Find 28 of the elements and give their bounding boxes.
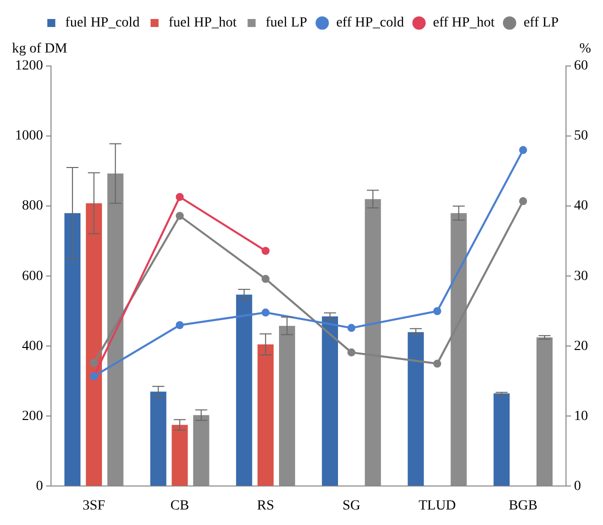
y-tick-label: 200	[22, 408, 43, 424]
x-tick-label: BGB	[508, 498, 538, 514]
y-tick-label: 800	[22, 198, 43, 214]
y2-tick-label: 60	[574, 58, 588, 74]
y2-tick-label: 50	[574, 128, 588, 144]
y-tick-label: 0	[36, 478, 43, 494]
x-tick-label: SG	[342, 498, 360, 514]
legend-label: fuel HP_cold	[65, 16, 140, 31]
y-tick-label: 1000	[15, 128, 43, 144]
legend-label: fuel HP_hot	[168, 16, 237, 31]
x-tick-label: RS	[257, 498, 274, 514]
legend-label: fuel LP	[266, 16, 308, 31]
legend-label: eff LP	[524, 16, 559, 31]
y-axis-title: kg of DM	[12, 42, 68, 57]
x-tick-label: CB	[170, 498, 190, 514]
y-tick-label: 600	[22, 268, 43, 284]
y2-tick-label: 0	[574, 478, 581, 494]
y2-tick-label: 30	[574, 268, 588, 284]
y2-tick-label: 40	[574, 198, 588, 214]
legend-label: eff HP_hot	[433, 16, 495, 31]
x-tick-label: TLUD	[418, 498, 456, 514]
y-tick-label: 1200	[15, 58, 43, 74]
y2-axis-title: %	[579, 42, 592, 57]
legend-label: eff HP_cold	[336, 16, 404, 31]
y2-tick-label: 10	[574, 408, 588, 424]
x-tick-label: 3SF	[82, 498, 106, 514]
y-tick-label: 400	[22, 338, 43, 354]
y2-tick-label: 20	[574, 338, 588, 354]
